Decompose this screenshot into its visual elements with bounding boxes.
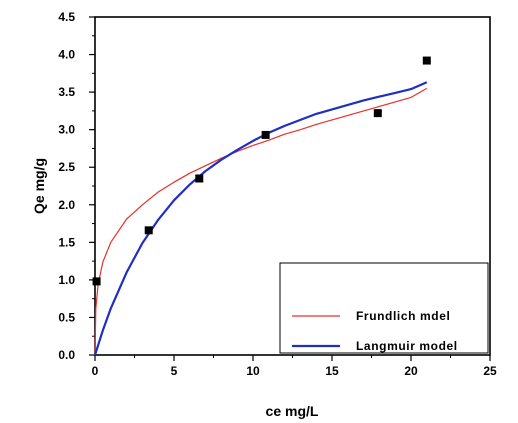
data-point — [261, 130, 270, 139]
legend-box — [279, 262, 489, 354]
data-point — [144, 226, 153, 235]
y-tick-label: 3.0 — [58, 123, 75, 137]
y-tick-label: 2.5 — [58, 160, 75, 174]
x-tick-label: 15 — [325, 364, 339, 378]
frundlich-curve — [94, 87, 428, 356]
y-tick-label: 0.0 — [58, 348, 75, 362]
data-point — [422, 56, 431, 65]
data-point — [373, 109, 382, 118]
y-tick-label: 3.5 — [58, 85, 75, 99]
data-point — [195, 174, 204, 183]
y-axis: 0.0 0.5 1.0 1.5 2.0 2.5 3.0 3.5 4.0 4.5 — [58, 10, 95, 362]
y-axis-label: Qe mg/g — [31, 158, 47, 214]
y-tick-label: 4.5 — [58, 10, 75, 24]
x-tick-label: 10 — [246, 364, 260, 378]
langmuir-curve — [93, 81, 428, 356]
y-tick-label: 1.5 — [58, 235, 75, 249]
x-tick-label: 5 — [171, 364, 178, 378]
x-tick-label: 25 — [483, 364, 497, 378]
y-tick-label: 1.0 — [58, 273, 75, 287]
legend-label-langmuir: Langmuir model — [356, 339, 458, 353]
x-tick-label: 20 — [404, 364, 418, 378]
data-point — [92, 277, 101, 286]
x-tick-label: 0 — [92, 364, 99, 378]
y-tick-label: 2.0 — [58, 198, 75, 212]
legend-label-frundlich: Frundlich mdel — [356, 309, 450, 323]
x-axis-label: ce mg/L — [266, 403, 319, 419]
y-tick-label: 0.5 — [58, 310, 75, 324]
y-tick-label: 4.0 — [58, 48, 75, 62]
x-axis: 0 5 10 15 20 25 — [92, 355, 497, 378]
series-layer — [92, 56, 431, 356]
legend: Frundlich mdel Langmuir model — [279, 262, 489, 354]
